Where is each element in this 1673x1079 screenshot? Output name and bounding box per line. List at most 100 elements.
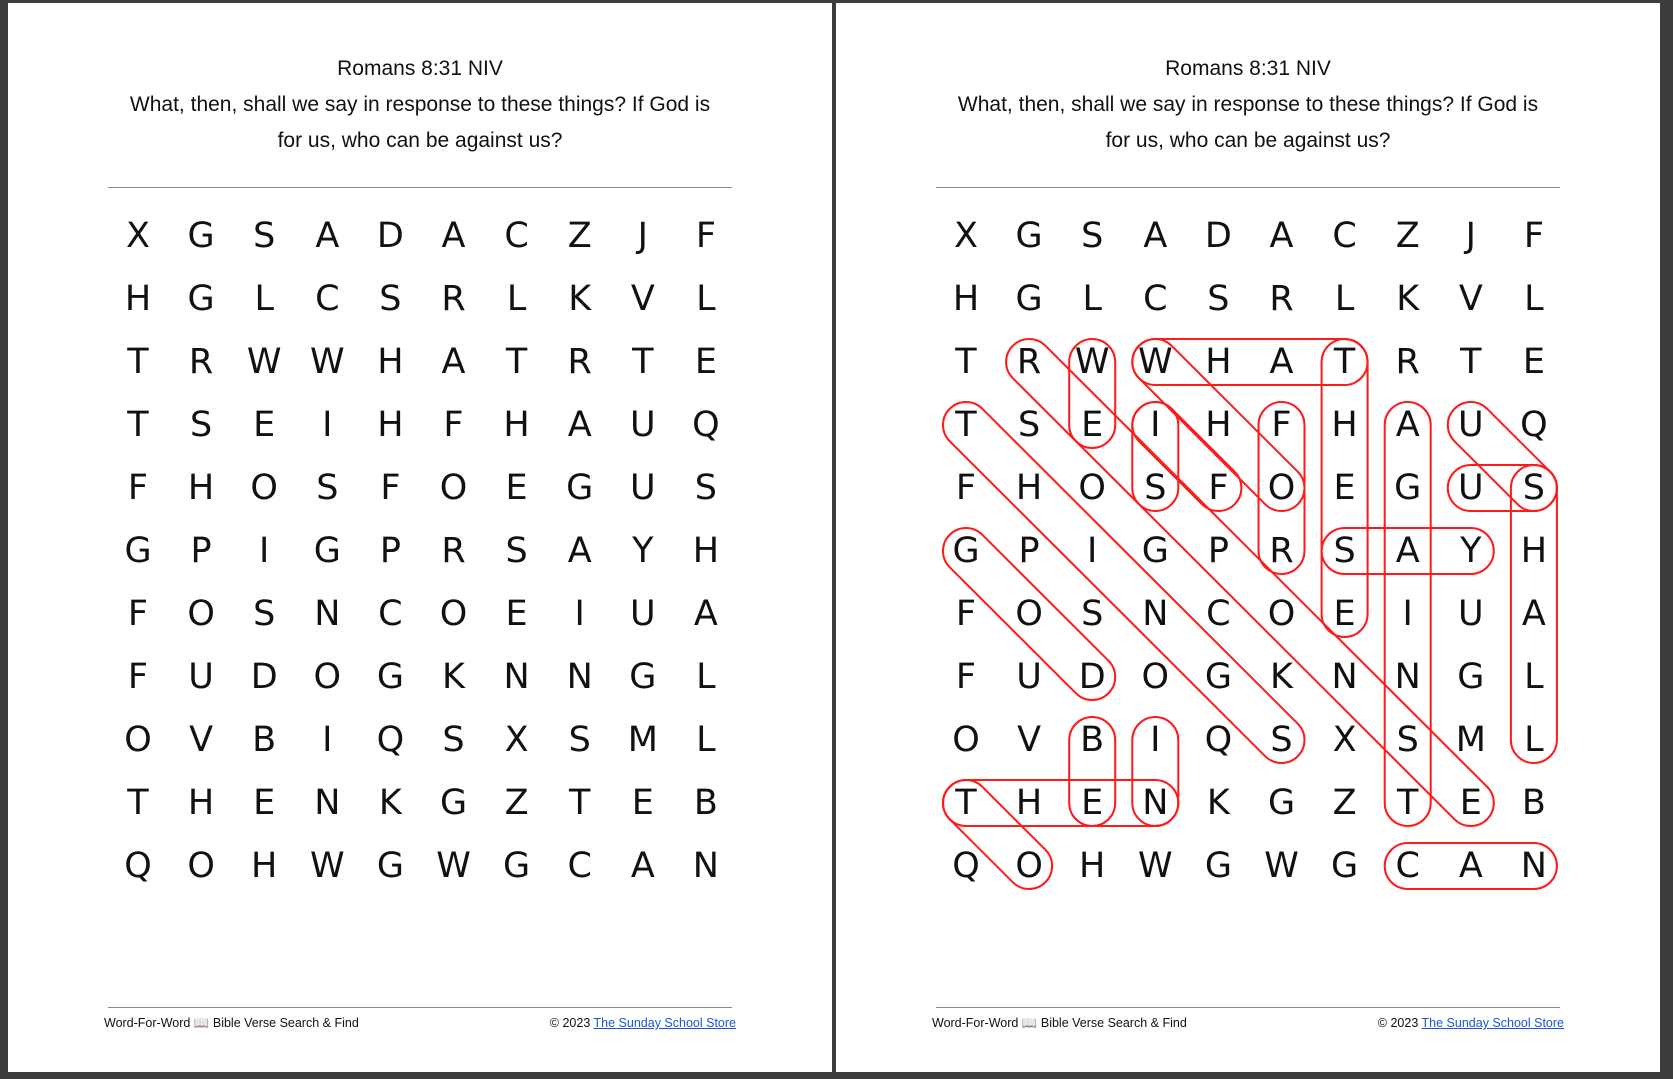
grid-letter: S	[1017, 405, 1041, 445]
grid-letter: I	[1150, 405, 1161, 445]
grid-letter: T	[568, 783, 591, 823]
grid-letter: N	[1331, 657, 1358, 697]
grid-letter: Y	[632, 531, 654, 571]
grid-letter: N	[566, 657, 593, 697]
grid-letter: F	[127, 468, 149, 508]
grid-letter: O	[1267, 468, 1296, 508]
grid-letter: O	[187, 846, 215, 886]
grid-letter: V	[1458, 279, 1483, 319]
grid-letter: I	[574, 594, 585, 634]
grid-letter: H	[251, 846, 278, 886]
grid-letter: S	[1207, 279, 1230, 319]
grid-letter: I	[1402, 594, 1413, 634]
grid-letter: A	[441, 216, 466, 256]
footer: Word-For-Word 📖 Bible Verse Search & Fin…	[932, 1016, 1564, 1031]
grid-letter: G	[1141, 531, 1169, 571]
divider	[936, 187, 1560, 188]
grid-letter: N	[503, 657, 530, 697]
grid-letter: W	[246, 342, 282, 382]
grid-letter: H	[377, 342, 404, 382]
grid-letter: B	[1521, 783, 1546, 823]
grid-letter: H	[1331, 405, 1358, 445]
grid-letter: I	[322, 720, 333, 760]
grid-letter: F	[127, 594, 149, 634]
grid-letter: K	[378, 783, 402, 823]
grid-letter: G	[187, 279, 215, 319]
grid-letter: T	[1396, 783, 1419, 823]
grid-letter: W	[1137, 846, 1173, 886]
grid-letter: Q	[376, 720, 405, 760]
grid-letter: T	[505, 342, 528, 382]
grid-letter: O	[1078, 468, 1106, 508]
grid-letter: H	[1205, 342, 1232, 382]
grid-letter: G	[952, 531, 980, 571]
grid-letter: O	[439, 594, 468, 634]
grid-letter: E	[631, 783, 654, 823]
grid-letter: H	[503, 405, 530, 445]
grid-letter: G	[1394, 468, 1422, 508]
grid-letter: R	[1269, 279, 1294, 319]
store-link[interactable]: The Sunday School Store	[1421, 1016, 1564, 1030]
grid-letter: Y	[1460, 531, 1482, 571]
grid-letter: E	[1333, 468, 1356, 508]
grid-letter: Z	[504, 783, 529, 823]
grid-letter: G	[566, 468, 594, 508]
grid-letter: O	[250, 468, 278, 508]
grid-letter: U	[629, 405, 656, 445]
grid-letter: T	[632, 342, 654, 382]
grid-letter: E	[505, 468, 528, 508]
grid-letter: C	[504, 216, 529, 256]
grid-letter: H	[1015, 468, 1043, 508]
footer: Word-For-Word 📖 Bible Verse Search & Fin…	[104, 1016, 736, 1031]
grid-letter: X	[954, 216, 978, 256]
grid-letter: A	[1143, 216, 1168, 256]
grid-letter: X	[1332, 720, 1357, 760]
grid-letter: S	[1270, 720, 1293, 760]
grid-letter: P	[1207, 531, 1229, 571]
grid-letter: P	[1018, 531, 1040, 571]
store-link[interactable]: The Sunday School Store	[593, 1016, 736, 1030]
grid-letter: T	[955, 783, 977, 823]
grid-letter: Q	[952, 846, 980, 886]
grid-letter: G	[1204, 846, 1232, 886]
grid-letter: O	[1015, 594, 1043, 634]
grid-letter: S	[442, 720, 465, 760]
grid-letter: H	[377, 405, 404, 445]
grid-letter: F	[443, 405, 464, 445]
grid-letter: W	[309, 846, 345, 886]
grid-letter: K	[442, 657, 465, 697]
grid-letter: S	[1396, 720, 1419, 760]
grid-letter: G	[629, 657, 657, 697]
grid-letter: H	[952, 279, 980, 319]
verse-reference: Romans 8:31 NIV	[1165, 57, 1331, 80]
grid-letter: S	[253, 594, 276, 634]
grid-letter: C	[315, 279, 340, 319]
grid-letter: F	[1208, 468, 1229, 508]
divider	[108, 1007, 732, 1008]
grid-letter: E	[253, 405, 276, 445]
grid-letter: E	[1459, 783, 1482, 823]
grid-letter: C	[1206, 594, 1231, 634]
grid-letter: L	[696, 657, 716, 697]
grid-letter: T	[127, 342, 149, 382]
grid-letter: E	[1522, 342, 1545, 382]
grid-letter: O	[313, 657, 342, 697]
grid-letter: F	[1271, 405, 1292, 445]
grid-letter: L	[696, 279, 716, 319]
grid-letter: B	[1080, 720, 1105, 760]
grid-letter: V	[1017, 720, 1042, 760]
grid-letter: T	[1333, 342, 1356, 382]
divider	[936, 1007, 1560, 1008]
grid-letter: Q	[1520, 405, 1548, 445]
grid-letter: E	[1081, 405, 1104, 445]
grid-letter: G	[1331, 846, 1359, 886]
grid-letter: K	[1396, 279, 1420, 319]
grid-letter: Q	[1204, 720, 1233, 760]
grid-letter: N	[692, 846, 719, 886]
grid-letter: H	[187, 783, 215, 823]
grid-letter: E	[253, 783, 276, 823]
verse-text: What, then, shall we say in response to …	[957, 93, 1539, 152]
grid-letter: A	[441, 342, 466, 382]
grid-letter: S	[1081, 594, 1104, 634]
